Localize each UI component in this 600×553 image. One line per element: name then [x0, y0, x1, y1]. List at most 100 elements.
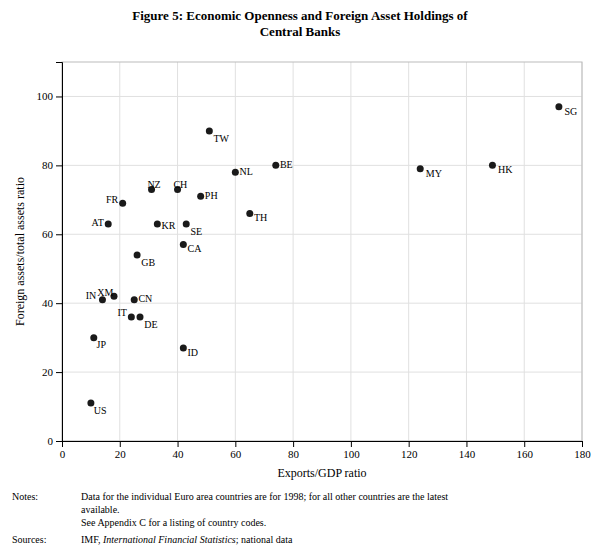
x-tick-label: 40 [173, 448, 185, 460]
grid-line-x [177, 62, 178, 441]
point [180, 241, 187, 248]
point-label: CA [188, 243, 203, 254]
point-label: CH [173, 179, 187, 190]
y-tick: 80 [42, 159, 62, 171]
x-tick: 20 [115, 441, 127, 460]
y-tick-label: 100 [37, 90, 54, 102]
point-label: HK [498, 164, 513, 175]
point [154, 220, 161, 227]
y-tick-label: 60 [42, 228, 54, 240]
source-part: ; national data [236, 534, 293, 545]
point [417, 165, 424, 172]
point [128, 313, 135, 320]
x-tick: 100 [343, 441, 360, 460]
y-tick-label: 80 [42, 159, 54, 171]
point [134, 251, 141, 258]
y-tick-mark [56, 165, 62, 166]
y-tick-mark [56, 234, 62, 235]
x-tick: 40 [173, 441, 185, 460]
x-tick-label: 180 [574, 448, 591, 460]
point [232, 169, 239, 176]
point-label: JP [97, 339, 107, 350]
note-line: See Appendix C for a listing of country … [81, 517, 266, 528]
x-tick-mark [582, 441, 583, 447]
point-label: IN [86, 290, 97, 301]
x-tick-mark [351, 441, 352, 447]
points [87, 103, 562, 406]
point [246, 210, 253, 217]
y-tick-mark [56, 96, 62, 97]
y-tick: 0 [48, 435, 63, 447]
point-label: ID [188, 347, 199, 358]
x-tick-mark [235, 441, 236, 447]
y-tick: 60 [42, 228, 62, 240]
title-line: Central Banks [260, 24, 341, 39]
x-tick-mark [178, 441, 179, 447]
point-labels: USJPINXMFRATGBITDECNNZKRCHSECAIDPHTWNLTH… [86, 106, 577, 416]
point [183, 220, 190, 227]
point [137, 313, 144, 320]
point-label: SG [564, 106, 577, 117]
y-tick: 40 [42, 297, 62, 309]
grid-line-x [408, 62, 409, 441]
point [272, 162, 279, 169]
x-axis: 020406080100120140160180 [60, 441, 592, 460]
point-label: SE [190, 226, 202, 237]
point-label: BE [280, 159, 293, 170]
chart: Figure 5: Economic Openness and Foreign … [0, 0, 600, 553]
grid-line-x [466, 62, 467, 441]
x-tick-label: 120 [401, 448, 418, 460]
grid-line-x [293, 62, 294, 441]
x-tick: 120 [401, 441, 418, 460]
x-tick: 180 [574, 441, 591, 460]
x-tick-mark [293, 441, 294, 447]
x-tick-mark [524, 441, 525, 447]
x-tick-label: 160 [516, 448, 533, 460]
x-tick: 0 [60, 441, 66, 460]
y-axis-line [56, 63, 63, 442]
point-label: US [94, 405, 107, 416]
point-label: XM [97, 287, 113, 298]
point-label: TW [214, 133, 230, 144]
x-tick: 160 [516, 441, 533, 460]
point-label: FR [106, 194, 119, 205]
x-tick-label: 100 [343, 448, 360, 460]
grid-line-x [119, 62, 120, 441]
grid-line-y [62, 96, 582, 97]
source-part: IMF, [81, 534, 103, 545]
point-label: DE [144, 319, 157, 330]
note-line: Data for the individual Euro area countr… [81, 491, 448, 502]
point-label: MY [426, 168, 442, 179]
point [105, 220, 112, 227]
point [180, 344, 187, 351]
y-tick-mark [56, 372, 62, 373]
x-tick-label: 20 [115, 448, 127, 460]
point [131, 296, 138, 303]
point-label: NL [240, 166, 253, 177]
notes-label: Notes: [12, 491, 38, 502]
y-tick: 20 [42, 366, 62, 378]
plot: 0 20 40 60 80 100 120 140 160 180 0 20 40 60 80 100 US JP… [37, 62, 592, 460]
point [119, 200, 126, 207]
grid-line-x [235, 62, 236, 441]
x-tick-label: 140 [459, 448, 476, 460]
y-tick-mark [56, 303, 62, 304]
grid-line-y [62, 234, 582, 235]
y-tick: 100 [37, 90, 63, 102]
y-tick-label: 20 [42, 366, 54, 378]
point [206, 127, 213, 134]
point-label: AT [92, 217, 104, 228]
grid-line-x [350, 62, 351, 441]
point-label: GB [141, 257, 155, 268]
point-label: KR [162, 220, 176, 231]
title: Figure 5: Economic Openness and Foreign … [132, 8, 468, 39]
x-axis-line [63, 442, 583, 448]
y-axis: 0 20 40 60 80 100 [37, 63, 63, 448]
point [197, 193, 204, 200]
y-tick-label: 40 [42, 297, 54, 309]
point-label: PH [205, 190, 218, 201]
x-axis-title: Exports/GDP ratio [277, 466, 366, 480]
sources: IMF, International Financial Statistics;… [81, 534, 293, 545]
point-label: TH [254, 212, 267, 223]
plot-frame [62, 62, 582, 441]
